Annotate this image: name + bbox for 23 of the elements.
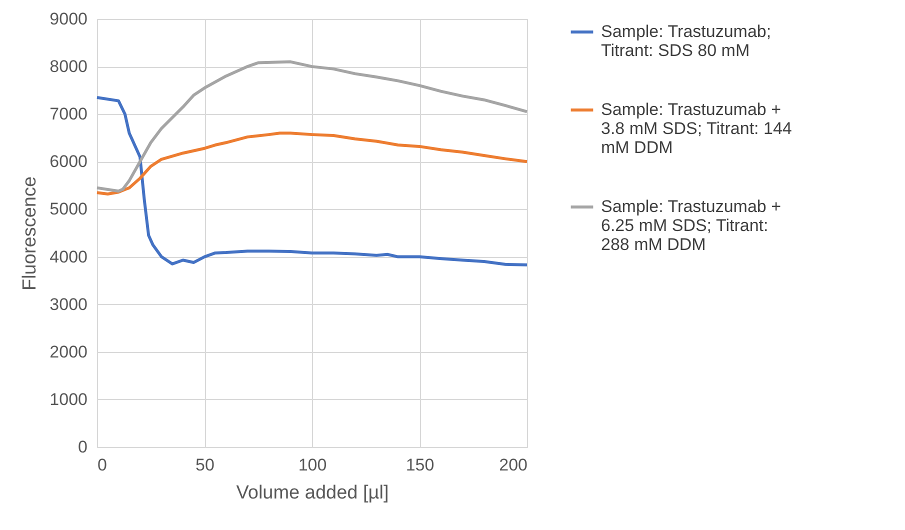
y-tick-label: 7000 [50,104,88,124]
line-series [96,132,528,196]
y-axis-title: Fluorescence [20,176,41,291]
x-tick-label: 0 [98,456,107,474]
x-tick-label: 100 [298,456,327,474]
x-axis-title: Volume added [µl] [236,482,389,504]
y-tick-label: 4000 [50,247,88,266]
y-tick-label: 1000 [50,390,88,409]
legend-label: Sample: Trastuzumab + 3.8 mM SDS; Titrant: 144 mM DDM [601,100,792,157]
line-series [96,60,528,193]
y-tick-label: 5000 [50,200,88,219]
legend-label: Sample: Trastuzumab + 6.25 mM SDS; Titrant: 288 mM DDM [601,197,782,254]
x-tick-label: 50 [196,456,214,474]
x-tick-label: 150 [406,456,434,474]
line-series [96,96,528,266]
y-tick-label: 3000 [50,294,88,314]
y-tick-label: 0 [78,438,88,456]
x-tick-label: 200 [499,456,528,474]
y-tick-label: 2000 [50,342,88,362]
y-tick-label: 6000 [50,152,88,172]
y-tick-label: 9000 [50,10,88,28]
y-tick-label: 8000 [50,57,88,76]
legend-label: Sample: Trastuzumab; Titrant: SDS 80 mM [601,22,772,60]
